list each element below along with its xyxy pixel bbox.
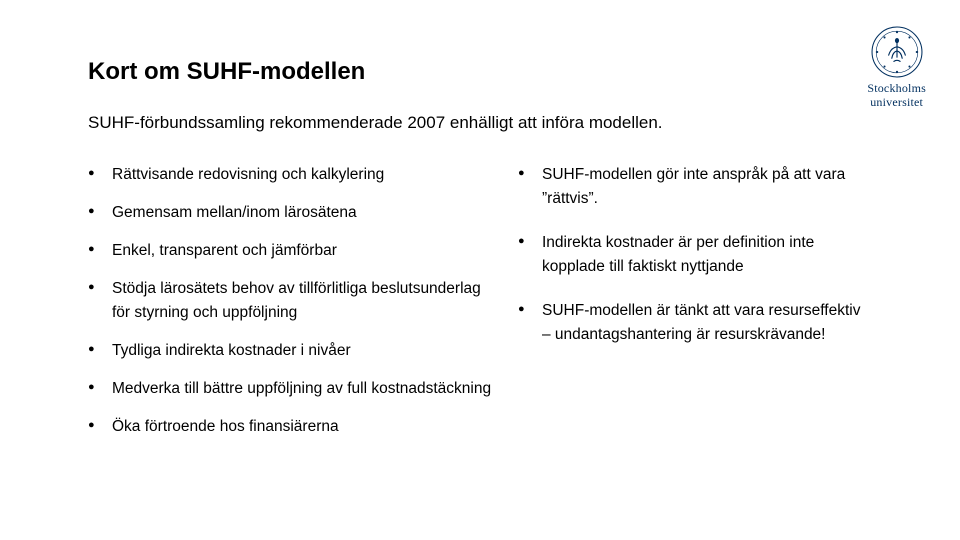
- intro-text: SUHF-förbundssamling rekommenderade 2007…: [88, 112, 728, 135]
- list-item: SUHF-modellen är tänkt att vara resursef…: [518, 299, 872, 347]
- list-item: Indirekta kostnader är per definition in…: [518, 231, 872, 279]
- left-column: Rättvisande redovisning och kalkylering …: [88, 163, 498, 453]
- list-item: Tydliga indirekta kostnader i nivåer: [88, 339, 498, 363]
- list-item: Rättvisande redovisning och kalkylering: [88, 163, 498, 187]
- crest-icon: [871, 26, 923, 78]
- list-item: Stödja lärosätets behov av tillförlitlig…: [88, 277, 498, 325]
- list-item: Enkel, transparent och jämförbar: [88, 239, 498, 263]
- logo-text: Stockholms universitet: [867, 82, 926, 110]
- list-item: SUHF-modellen gör inte anspråk på att va…: [518, 163, 872, 211]
- logo-line1: Stockholms: [867, 82, 926, 96]
- university-logo: Stockholms universitet: [867, 26, 926, 110]
- page-title: Kort om SUHF-modellen: [88, 58, 872, 86]
- slide: Stockholms universitet Kort om SUHF-mode…: [0, 0, 960, 540]
- right-column: SUHF-modellen gör inte anspråk på att va…: [518, 163, 872, 453]
- logo-line2: universitet: [867, 96, 926, 110]
- left-bullet-list: Rättvisande redovisning och kalkylering …: [88, 163, 498, 439]
- list-item: Gemensam mellan/inom lärosätena: [88, 201, 498, 225]
- list-item: Medverka till bättre uppföljning av full…: [88, 377, 498, 401]
- right-bullet-list: SUHF-modellen gör inte anspråk på att va…: [518, 163, 872, 347]
- columns: Rättvisande redovisning och kalkylering …: [88, 163, 872, 453]
- list-item: Öka förtroende hos finansiärerna: [88, 415, 498, 439]
